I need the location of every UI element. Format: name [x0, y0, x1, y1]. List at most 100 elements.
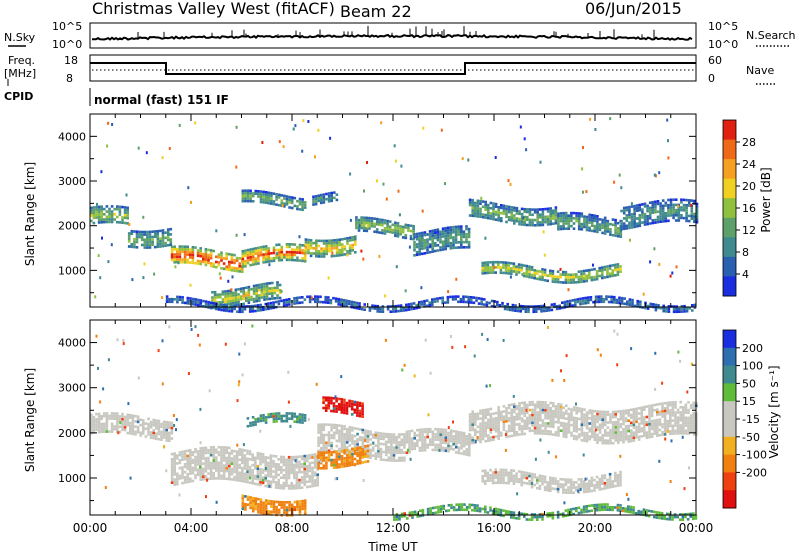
data-cell: [378, 254, 381, 258]
data-cell: [232, 302, 235, 305]
data-cell: [361, 456, 365, 459]
data-cell: [388, 228, 392, 231]
data-cell: [325, 449, 328, 452]
data-cell: [650, 419, 654, 423]
data-cell: [170, 478, 174, 482]
data-cell: [444, 433, 448, 437]
data-cell: [356, 451, 359, 455]
data-cell: [622, 417, 625, 421]
data-cell: [235, 471, 239, 474]
data-cell: [247, 285, 251, 289]
data-cell: [650, 409, 654, 412]
data-cell: [232, 296, 235, 300]
data-cell: [583, 418, 586, 422]
data-cell: [143, 262, 146, 266]
data-cell: [303, 462, 306, 466]
data-cell: [441, 299, 444, 302]
data-cell: [377, 447, 380, 450]
data-cell: [118, 415, 122, 418]
data-cell: [274, 486, 278, 489]
data-cell: [259, 506, 263, 509]
data-cell: [611, 218, 615, 221]
data-cell: [439, 441, 442, 444]
data-cell: [325, 192, 328, 196]
data-cell: [625, 216, 629, 220]
data-cell: [638, 221, 642, 225]
data-cell: [390, 456, 393, 460]
data-cell: [502, 423, 506, 426]
data-cell: [695, 210, 699, 214]
data-cell: [377, 450, 380, 453]
data-cell: [346, 253, 349, 257]
data-cell: [489, 217, 493, 220]
data-cell: [269, 467, 273, 470]
data-cell: [261, 308, 265, 312]
data-cell: [646, 222, 649, 226]
data-cell: [202, 470, 205, 473]
data-cell: [276, 283, 279, 287]
data-cell: [410, 307, 413, 311]
data-cell: [333, 239, 336, 242]
data-cell: [421, 231, 424, 235]
data-cell: [416, 434, 419, 437]
data-cell: [382, 450, 385, 454]
data-cell: [583, 431, 586, 435]
data-cell: [565, 425, 568, 428]
data-cell: [317, 249, 321, 253]
data-cell: [578, 428, 581, 431]
data-cell: [340, 460, 344, 463]
data-cell: [183, 248, 187, 251]
data-cell: [295, 476, 299, 479]
data-cell: [228, 459, 231, 463]
colorbar-tick-label: 12: [742, 224, 756, 237]
data-cell: [272, 246, 276, 250]
data-cell: [476, 212, 480, 216]
data-cell: [379, 455, 383, 459]
data-cell: [254, 505, 258, 508]
data-cell: [235, 233, 238, 237]
data-cell: [407, 226, 410, 230]
data-cell: [249, 501, 252, 504]
data-cell: [298, 465, 301, 469]
data-cell: [557, 408, 560, 411]
data-cell: [383, 221, 387, 225]
data-cell: [123, 426, 127, 429]
data-cell: [351, 442, 354, 445]
data-cell: [209, 256, 213, 260]
data-cell: [423, 428, 427, 431]
data-cell: [298, 455, 301, 458]
data-cell: [531, 223, 534, 227]
data-cell: [602, 300, 606, 304]
data-cell: [600, 300, 603, 304]
data-cell: [100, 213, 103, 216]
data-cell: [474, 201, 477, 205]
data-cell: [507, 218, 511, 222]
data-cell: [633, 212, 636, 216]
data-cell: [136, 428, 140, 431]
data-cell: [680, 216, 683, 220]
data-cell: [667, 203, 670, 207]
data-cell: [178, 260, 182, 264]
data-cell: [687, 201, 691, 205]
data-cell: [646, 307, 650, 310]
colorbar-segment: [723, 198, 736, 219]
data-cell: [348, 456, 352, 459]
data-cell: [381, 307, 385, 311]
data-cell: [157, 424, 161, 428]
data-cell: [460, 444, 463, 447]
data-cell: [630, 434, 633, 438]
data-cell: [518, 428, 521, 431]
data-cell: [564, 270, 568, 274]
data-cell: [476, 430, 480, 434]
data-cell: [614, 218, 617, 222]
data-cell: [212, 446, 215, 449]
data-cell: [296, 248, 299, 252]
data-cell: [225, 469, 228, 473]
data-cell: [551, 280, 555, 283]
data-cell: [153, 235, 157, 238]
data-cell: [468, 418, 472, 421]
data-cell: [504, 261, 508, 264]
data-cell: [628, 298, 632, 301]
data-cell: [246, 475, 249, 479]
data-cell: [358, 446, 362, 449]
